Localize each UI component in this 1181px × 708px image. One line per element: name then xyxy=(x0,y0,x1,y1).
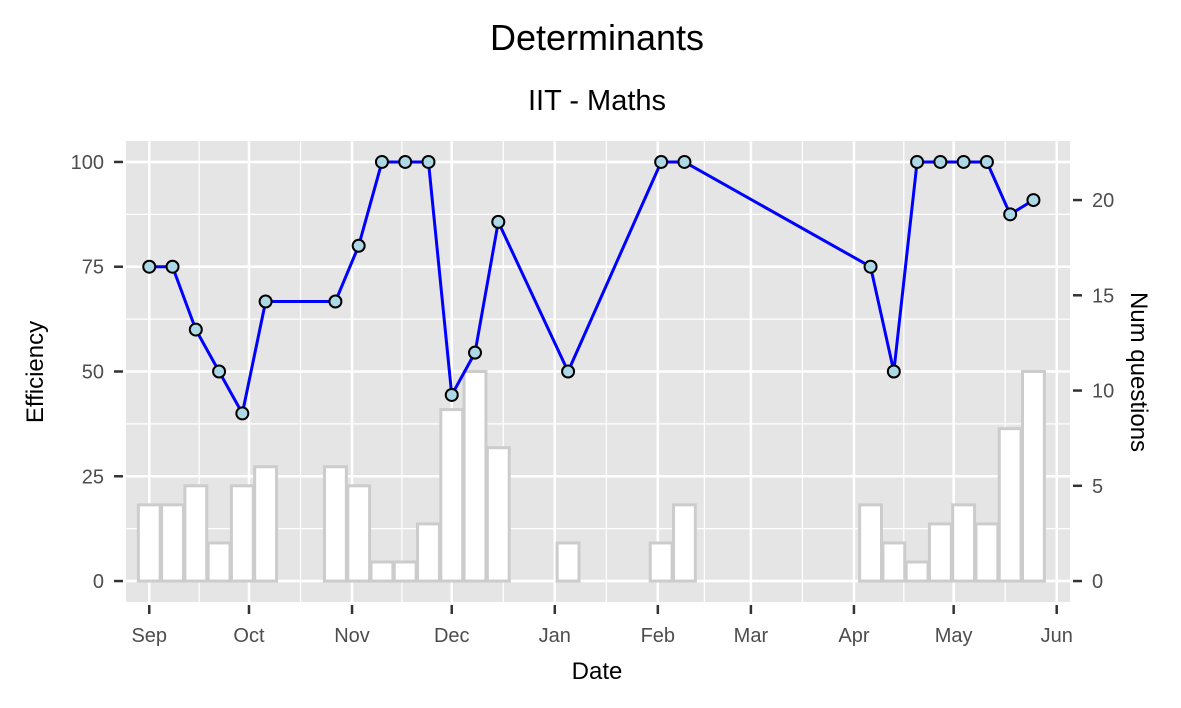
question-count-bar xyxy=(416,522,441,583)
question-count-bar xyxy=(997,427,1023,583)
y-axis-tick-label: 75 xyxy=(82,257,104,279)
question-count-bar xyxy=(951,503,977,583)
x-axis-tick-label: Sep xyxy=(131,625,167,647)
efficiency-point xyxy=(956,154,971,169)
efficiency-point xyxy=(491,214,506,229)
efficiency-point xyxy=(979,154,994,169)
x-axis-tick-label: Nov xyxy=(334,625,370,647)
efficiency-point xyxy=(886,364,901,379)
y-axis-right: 0 5 10 15 20 xyxy=(1073,190,1114,593)
question-count-bar xyxy=(183,484,209,583)
efficiency-point xyxy=(677,154,692,169)
efficiency-point xyxy=(444,387,459,402)
question-count-bar xyxy=(346,484,372,583)
question-count-bar xyxy=(555,541,581,583)
efficiency-point xyxy=(142,259,157,274)
efficiency-point xyxy=(351,238,366,253)
efficiency-point xyxy=(258,294,273,309)
y-axis-tick-label: 25 xyxy=(82,466,104,488)
question-count-bar xyxy=(229,484,255,583)
efficiency-point xyxy=(863,259,878,274)
efficiency-point xyxy=(398,154,413,169)
chart-subtitle: IIT - Maths xyxy=(528,85,666,117)
y2-axis-tick-label: 0 xyxy=(1092,571,1103,593)
question-count-bar xyxy=(392,560,418,583)
x-axis-tick-label: Jun xyxy=(1041,625,1073,647)
efficiency-point xyxy=(1026,193,1041,208)
efficiency-point xyxy=(328,294,343,309)
y2-axis-tick-label: 5 xyxy=(1092,476,1103,498)
efficiency-point xyxy=(165,259,180,274)
question-count-bar xyxy=(253,465,279,583)
efficiency-point xyxy=(421,154,436,169)
question-count-bar xyxy=(1021,370,1046,583)
question-count-bar xyxy=(160,503,185,583)
question-count-bar xyxy=(648,541,674,583)
efficiency-point xyxy=(212,364,227,379)
y-axis-title: Efficiency xyxy=(22,321,49,423)
y2-axis-tick-label: 15 xyxy=(1092,285,1114,307)
x-axis-tick-label: Jan xyxy=(539,625,571,647)
efficiency-point xyxy=(933,154,948,169)
x-axis-tick-label: May xyxy=(935,625,973,647)
question-count-bar xyxy=(858,503,883,583)
x-axis-tick-label: Mar xyxy=(734,625,769,647)
y-axis-left: 0 25 50 75 100 xyxy=(71,152,123,593)
efficiency-point xyxy=(235,406,250,421)
x-axis-tick-label: Dec xyxy=(434,625,470,647)
efficiency-point xyxy=(1003,207,1018,222)
question-count-bar xyxy=(369,560,395,583)
efficiency-point xyxy=(188,322,203,337)
question-count-bar xyxy=(439,408,465,583)
y-axis-tick-label: 0 xyxy=(93,571,104,593)
y2-axis-tick-label: 10 xyxy=(1092,381,1114,403)
question-count-bar xyxy=(927,522,953,583)
question-count-bar xyxy=(136,503,162,583)
x-axis-tick-label: Apr xyxy=(838,625,869,647)
efficiency-point xyxy=(654,154,669,169)
question-count-bar xyxy=(206,541,232,583)
y2-axis-tick-label: 20 xyxy=(1092,190,1114,212)
y-axis-tick-label: 50 xyxy=(82,362,104,384)
question-count-bar xyxy=(904,560,930,583)
efficiency-point xyxy=(374,154,389,169)
y-axis-tick-label: 100 xyxy=(71,152,104,174)
x-axis-tick-label: Feb xyxy=(641,625,675,647)
chart-title: Determinants xyxy=(490,17,704,58)
x-axis: Sep Oct Nov Dec Jan Feb Mar Apr May Jun xyxy=(131,605,1073,647)
question-count-bar xyxy=(462,370,488,583)
efficiency-point xyxy=(561,364,576,379)
question-count-bar xyxy=(881,541,907,583)
efficiency-points xyxy=(142,154,1041,421)
efficiency-point xyxy=(910,154,925,169)
question-count-bar xyxy=(322,465,348,583)
question-count-bar xyxy=(485,446,511,583)
bar-series xyxy=(136,370,1046,583)
efficiency-point xyxy=(468,345,483,360)
y2-axis-title: Num questions xyxy=(1125,292,1152,452)
x-axis-tick-label: Oct xyxy=(233,625,265,647)
question-count-bar xyxy=(974,522,1000,583)
question-count-bar xyxy=(671,503,697,583)
x-axis-title: Date xyxy=(572,658,623,685)
